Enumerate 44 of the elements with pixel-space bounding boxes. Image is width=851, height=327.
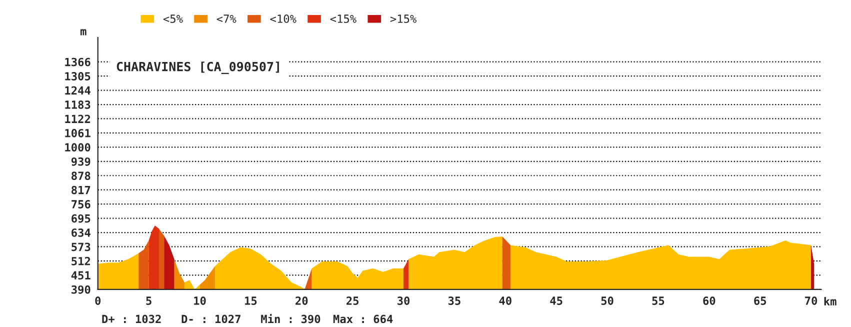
x-tick-label: 50 bbox=[601, 296, 614, 305]
y-tick-label: 1000 bbox=[65, 143, 90, 152]
x-tick-label: 5 bbox=[146, 296, 152, 305]
legend-label: <15% bbox=[330, 14, 356, 23]
x-tick-label: 25 bbox=[346, 296, 358, 305]
x-tick-label: 65 bbox=[754, 296, 766, 305]
legend-label: <7% bbox=[216, 14, 236, 23]
x-tick-label: 40 bbox=[499, 296, 512, 305]
text: D+ : 1032 bbox=[102, 314, 161, 324]
y-tick-label: 1244 bbox=[65, 86, 90, 95]
x-tick-label: 35 bbox=[448, 296, 460, 305]
y-tick-label: 1122 bbox=[65, 114, 90, 123]
y-tick-label: 1183 bbox=[65, 100, 90, 109]
x-axis-title: km bbox=[824, 296, 836, 306]
y-tick-label: 817 bbox=[72, 186, 90, 194]
y-tick-label: 634 bbox=[72, 228, 90, 237]
legend-label: >15% bbox=[390, 14, 417, 23]
x-tick-label: 70 bbox=[805, 296, 818, 305]
y-tick-label: 1366 bbox=[65, 58, 90, 66]
text: CHARAVINES [CA_090507] bbox=[116, 62, 279, 74]
text: D- : 1027 bbox=[182, 314, 240, 324]
y-tick-label: 695 bbox=[72, 214, 90, 223]
x-tick-label: 10 bbox=[194, 296, 206, 305]
x-tick-label: 30 bbox=[397, 296, 410, 305]
x-tick-label: 15 bbox=[245, 296, 257, 305]
x-tick-label: 55 bbox=[652, 296, 664, 305]
x-tick-label: 60 bbox=[703, 296, 716, 305]
legend-label: <5% bbox=[163, 14, 183, 23]
y-axis-title: m bbox=[80, 29, 86, 36]
y-tick-label: 1061 bbox=[65, 128, 90, 138]
y-tick-label: 878 bbox=[72, 172, 90, 180]
y-tick-label: 1305 bbox=[65, 72, 90, 80]
y-tick-label: 451 bbox=[71, 271, 90, 280]
text: Max : 664 bbox=[333, 314, 393, 324]
y-tick-label: 939 bbox=[71, 157, 90, 166]
y-tick-label: 573 bbox=[72, 242, 90, 252]
y-tick-label: 756 bbox=[72, 200, 90, 208]
y-tick-label: 390 bbox=[72, 285, 90, 294]
legend-label: <10% bbox=[270, 14, 296, 23]
x-tick-label: 0 bbox=[95, 296, 101, 305]
x-tick-label: 45 bbox=[550, 296, 562, 305]
y-tick-label: 512 bbox=[72, 256, 90, 266]
text: Min : 390 bbox=[261, 314, 320, 324]
x-tick-label: 20 bbox=[296, 296, 308, 305]
